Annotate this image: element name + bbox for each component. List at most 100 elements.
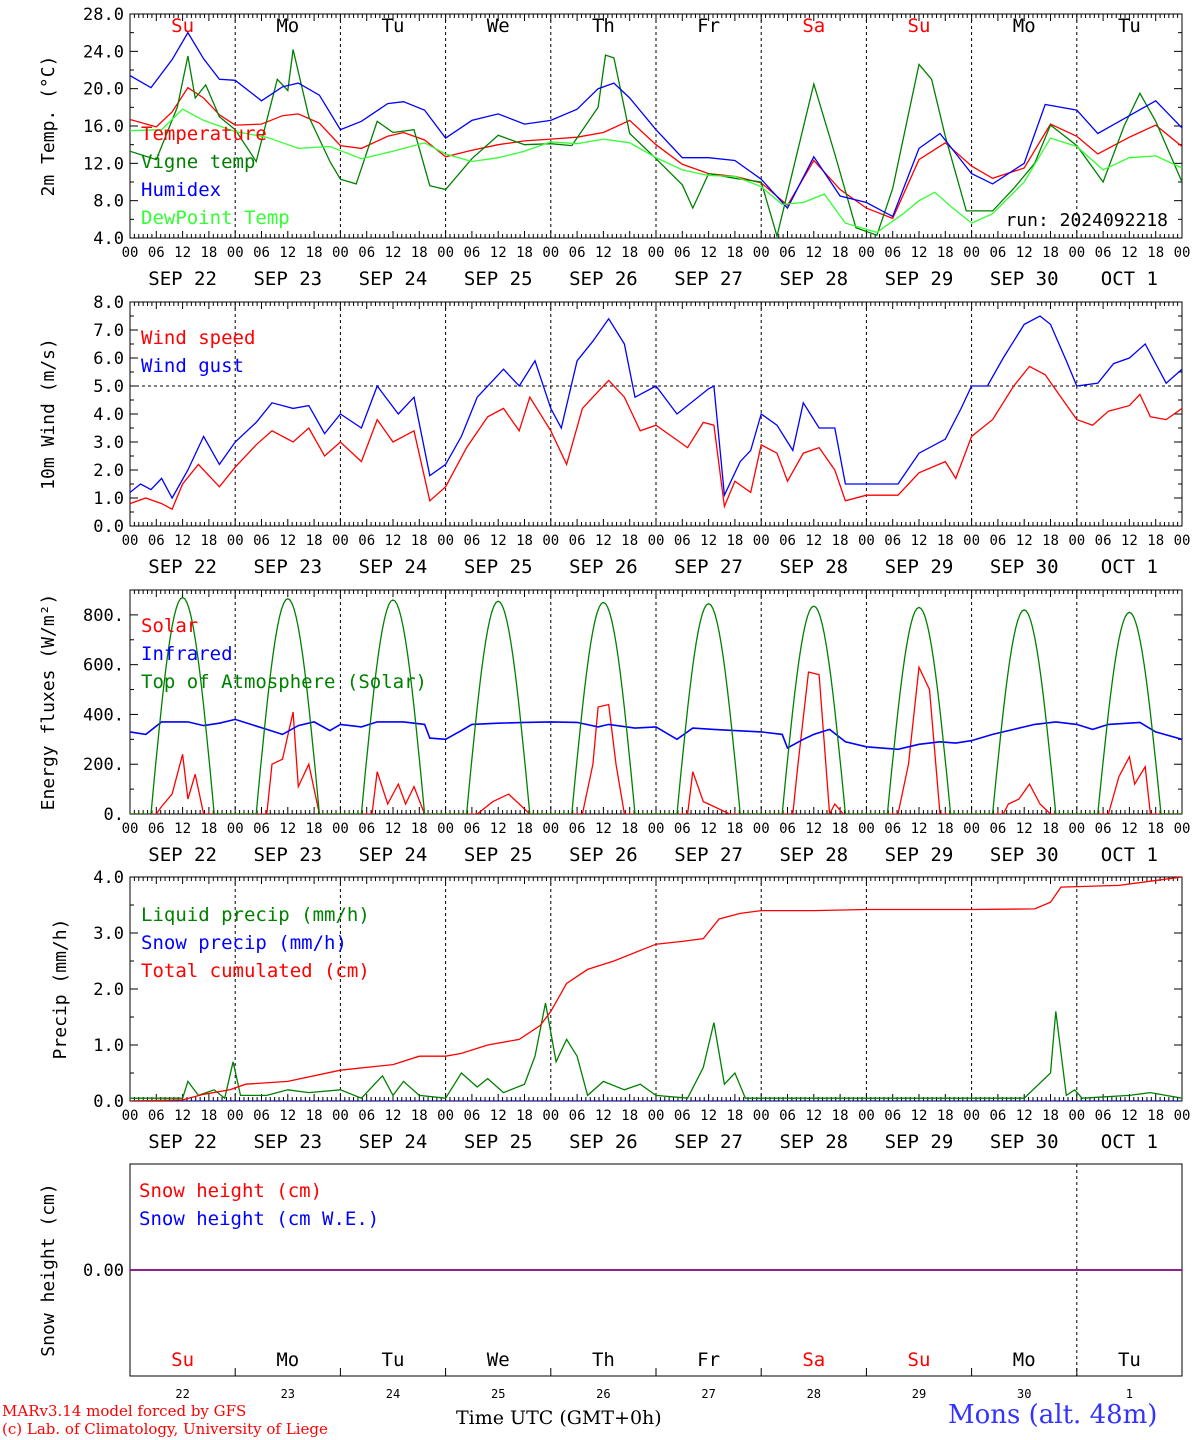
x-hour-label: 00 <box>963 533 980 549</box>
y-tick-label: 4.0 <box>93 868 124 888</box>
y-tick-label: 0.0 <box>93 517 124 537</box>
y-tick-label: 8.0 <box>93 192 124 212</box>
series-line <box>130 365 1182 511</box>
panel-3: 0. 200. 400. 600. 800. Energy fluxes (W/m²) So… <box>38 589 1190 866</box>
x-hour-label: 18 <box>200 533 217 549</box>
x-date-label: OCT 1 <box>1101 556 1158 578</box>
x-hour-label: 12 <box>385 245 402 261</box>
panel-1: 4.0 8.0 12.0 16.0 20.0 24.0 28.0 2m Temp. (°C) T… <box>38 5 1190 290</box>
y-tick-label: 400. <box>83 705 124 725</box>
x-hour-label: 12 <box>279 1108 296 1124</box>
x-hour-label: 12 <box>385 533 402 549</box>
x-hour-label: 06 <box>1095 1108 1112 1124</box>
weekday-label: We <box>487 15 510 37</box>
y-tick-label: 6.0 <box>93 349 124 369</box>
y-tick-label: 2.0 <box>93 980 124 1000</box>
x-hour-label: 06 <box>674 533 691 549</box>
legend-entry: Liquid precip (mm/h) <box>141 904 370 926</box>
x-hour-label: 12 <box>1121 1108 1138 1124</box>
x-hour-label: 00 <box>1068 533 1085 549</box>
x-hour-label: 06 <box>148 821 165 837</box>
weekday-label: Th <box>592 1349 615 1371</box>
x-date-label: OCT 1 <box>1101 844 1158 866</box>
series-line <box>130 664 1182 814</box>
x-hour-label: 06 <box>779 821 796 837</box>
x-hour-label: 00 <box>858 821 875 837</box>
x-hour-label: 06 <box>989 1108 1006 1124</box>
x-hour-label: 06 <box>884 245 901 261</box>
x-hour-label: 18 <box>832 533 849 549</box>
x-hour-label: 12 <box>700 1108 717 1124</box>
legend-entry: Wind gust <box>141 355 244 377</box>
weekday-label: Tu <box>1118 1349 1141 1371</box>
legend-entry: Snow height (cm) <box>139 1180 322 1202</box>
x-hour-label: 00 <box>227 1108 244 1124</box>
series-line <box>130 31 1182 218</box>
x-hour-label: 06 <box>358 1108 375 1124</box>
x-hour-label: 18 <box>726 533 743 549</box>
x-hour-label: 18 <box>726 821 743 837</box>
x-hour-label: 12 <box>385 821 402 837</box>
x-hour-label: 06 <box>1095 245 1112 261</box>
x-date-label: SEP 26 <box>569 1131 638 1153</box>
x-date-label: SEP 26 <box>569 844 638 866</box>
weekday-label: Su <box>908 15 931 37</box>
weekday-label: Tu <box>1118 15 1141 37</box>
x-hour-label: 12 <box>490 1108 507 1124</box>
x-date-label: SEP 28 <box>779 268 848 290</box>
panel-2: 0.0 1.0 2.0 3.0 4.0 5.0 6.0 7.0 8.0 10m Wind (m/s… <box>38 293 1190 578</box>
x-hour-label: 18 <box>621 533 638 549</box>
x-hour-label: 00 <box>332 821 349 837</box>
credit-line-2: (c) Lab. of Climatology, University of L… <box>2 1420 328 1438</box>
panel-5: 0.00 Snow height (cm) Snow height (cm) Snow… <box>38 1163 1183 1401</box>
weekday-label: Su <box>171 1349 194 1371</box>
x-hour-label: 18 <box>200 1108 217 1124</box>
x-hour-label: 06 <box>569 1108 586 1124</box>
x-hour-label: 18 <box>832 245 849 261</box>
x-hour-label: 12 <box>279 533 296 549</box>
x-hour-label: 06 <box>358 821 375 837</box>
x-hour-label: 12 <box>911 245 928 261</box>
x-date-label: SEP 30 <box>990 1131 1059 1153</box>
x-date-label: SEP 26 <box>569 556 638 578</box>
x-hour-label: 12 <box>174 245 191 261</box>
x-date-label: SEP 25 <box>464 556 533 578</box>
x-hour-label: 18 <box>411 821 428 837</box>
y-tick-label: 4.0 <box>93 229 124 249</box>
x-hour-label: 06 <box>253 533 270 549</box>
y-tick-label: 0. <box>104 805 124 825</box>
x-date-label: SEP 24 <box>359 556 428 578</box>
x-daynum-label: 25 <box>491 1387 505 1401</box>
weekday-label: Sa <box>802 15 825 37</box>
x-date-label: SEP 27 <box>674 1131 743 1153</box>
x-hour-label: 00 <box>963 245 980 261</box>
x-hour-label: 12 <box>700 245 717 261</box>
legend-entry: Vigne temp <box>141 151 255 173</box>
x-hour-label: 18 <box>621 821 638 837</box>
x-hour-label: 06 <box>148 1108 165 1124</box>
x-hour-label: 00 <box>1174 245 1191 261</box>
x-hour-label: 06 <box>884 533 901 549</box>
x-hour-label: 06 <box>884 821 901 837</box>
x-hour-label: 18 <box>516 821 533 837</box>
x-hour-label: 00 <box>753 245 770 261</box>
x-hour-label: 06 <box>989 533 1006 549</box>
x-hour-label: 00 <box>858 245 875 261</box>
y-tick-label: 16.0 <box>83 117 124 137</box>
legend-entry: Temperature <box>141 123 267 145</box>
x-hour-label: 18 <box>832 1108 849 1124</box>
x-date-label: SEP 27 <box>674 844 743 866</box>
station-label: Mons (alt. 48m) <box>948 1400 1158 1430</box>
x-hour-label: 00 <box>1068 821 1085 837</box>
x-hour-label: 18 <box>937 533 954 549</box>
x-hour-label: 12 <box>1121 533 1138 549</box>
x-hour-label: 12 <box>595 533 612 549</box>
x-hour-label: 18 <box>937 1108 954 1124</box>
x-hour-label: 12 <box>1121 821 1138 837</box>
y-tick-label: 0.0 <box>93 1092 124 1112</box>
x-hour-label: 12 <box>385 1108 402 1124</box>
x-hour-label: 06 <box>989 821 1006 837</box>
x-hour-label: 12 <box>174 821 191 837</box>
y-tick-label: 8.0 <box>93 293 124 313</box>
x-hour-label: 12 <box>490 245 507 261</box>
